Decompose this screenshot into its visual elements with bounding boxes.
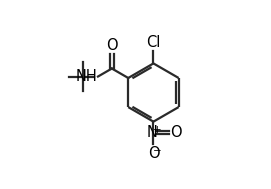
Text: +: + (153, 125, 162, 135)
Text: N: N (147, 125, 157, 140)
Text: Cl: Cl (146, 35, 161, 50)
Text: NH: NH (76, 69, 98, 84)
Text: −: − (153, 146, 162, 156)
Text: O: O (170, 125, 182, 140)
Text: O: O (148, 146, 159, 161)
Text: O: O (106, 38, 118, 53)
